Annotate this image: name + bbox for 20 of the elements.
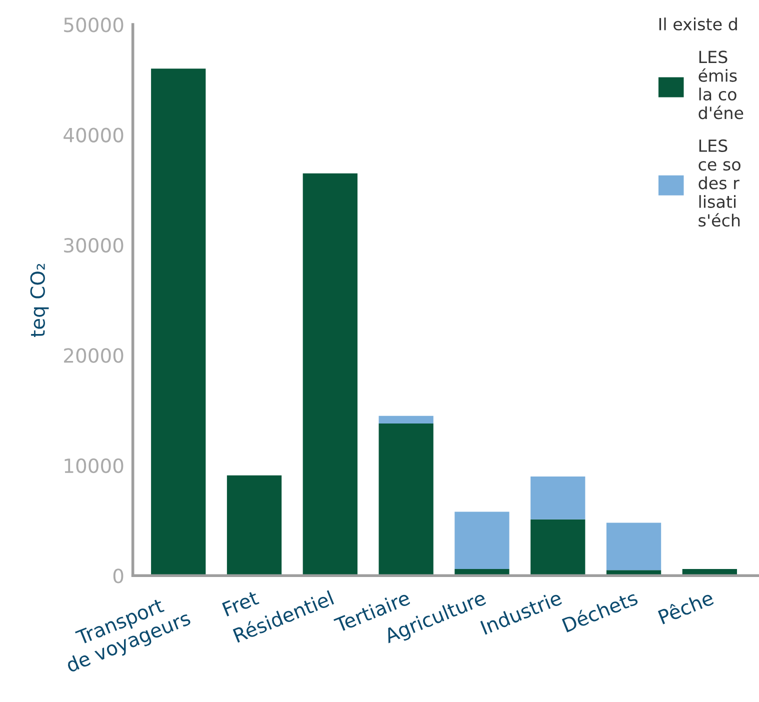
- bar: [302, 173, 358, 576]
- bar: [530, 519, 586, 576]
- bar: [606, 522, 662, 570]
- x-tick-label: Pêche: [657, 589, 714, 624]
- bar: [226, 475, 282, 576]
- bar: [378, 416, 434, 424]
- bar: [454, 512, 510, 570]
- legend-label: LES émis la co d'éne: [698, 50, 744, 120]
- legend-label: LES ce so des r lisati s'éch: [698, 139, 740, 227]
- y-tick-label: 10000: [64, 458, 124, 474]
- y-tick-label: 40000: [64, 128, 124, 142]
- legend-title: Il existe d: [659, 18, 737, 30]
- y-tick-label: 20000: [64, 348, 124, 363]
- bar: [378, 424, 434, 576]
- y-tick-label: 0: [113, 568, 124, 584]
- bar: [151, 68, 206, 576]
- bar: [530, 476, 586, 520]
- y-axis-title: teq CO₂: [30, 264, 49, 337]
- y-tick-label: 50000: [64, 18, 124, 32]
- y-tick-label: 30000: [64, 238, 124, 253]
